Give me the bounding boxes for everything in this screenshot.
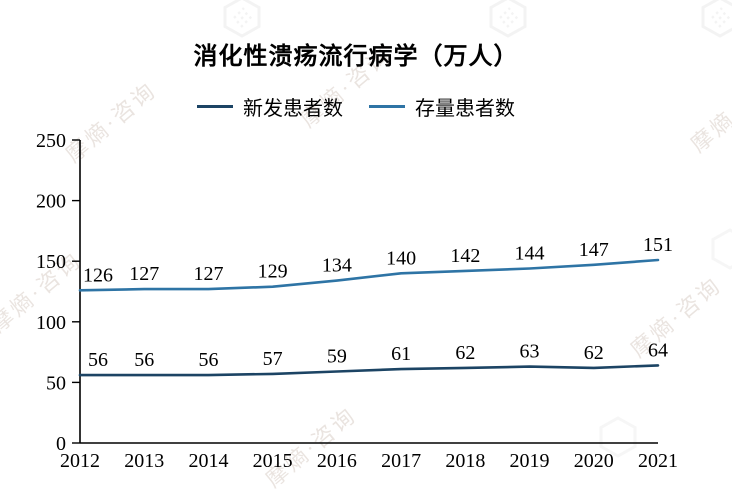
legend-label-stock-patients: 存量患者数: [415, 98, 515, 120]
svg-text:200: 200: [36, 191, 66, 213]
svg-text:100: 100: [36, 312, 66, 334]
svg-text:140: 140: [386, 247, 416, 269]
svg-text:0: 0: [56, 433, 66, 455]
svg-text:62: 62: [455, 342, 475, 364]
svg-text:2012: 2012: [60, 450, 100, 472]
svg-text:56: 56: [134, 349, 154, 371]
legend-item-new-patients: 新发患者数: [197, 92, 343, 121]
svg-text:2020: 2020: [574, 450, 614, 472]
svg-text:63: 63: [520, 341, 540, 363]
svg-text:127: 127: [129, 263, 159, 285]
svg-text:126: 126: [83, 264, 113, 286]
chart-title: 消化性溃疡流行病学（万人）: [193, 44, 519, 70]
svg-text:2017: 2017: [381, 450, 421, 472]
svg-text:2014: 2014: [188, 450, 228, 472]
svg-text:64: 64: [648, 339, 668, 361]
svg-text:59: 59: [327, 345, 347, 367]
legend-line-swatch-new-patients: [197, 105, 233, 108]
svg-text:142: 142: [450, 245, 480, 267]
svg-text:144: 144: [515, 242, 545, 264]
svg-text:2018: 2018: [445, 450, 485, 472]
svg-text:150: 150: [36, 251, 66, 273]
legend-label-new-patients: 新发患者数: [243, 98, 343, 120]
legend-line-swatch-stock-patients: [369, 105, 405, 108]
svg-text:61: 61: [391, 343, 411, 365]
legend-item-stock-patients: 存量患者数: [369, 92, 515, 121]
svg-text:50: 50: [46, 372, 66, 394]
svg-text:147: 147: [579, 239, 609, 261]
svg-text:134: 134: [322, 255, 352, 277]
svg-text:250: 250: [36, 130, 66, 152]
svg-text:57: 57: [263, 348, 283, 370]
svg-text:151: 151: [643, 234, 673, 256]
svg-text:129: 129: [258, 261, 288, 283]
svg-text:56: 56: [198, 349, 218, 371]
svg-text:2013: 2013: [124, 450, 164, 472]
chart-legend: 新发患者数 存量患者数: [0, 92, 712, 121]
svg-text:2015: 2015: [253, 450, 293, 472]
svg-text:2019: 2019: [510, 450, 550, 472]
svg-text:127: 127: [193, 263, 223, 285]
svg-text:2016: 2016: [317, 450, 357, 472]
svg-text:2021: 2021: [638, 450, 678, 472]
svg-text:62: 62: [584, 342, 604, 364]
svg-text:56: 56: [88, 349, 108, 371]
